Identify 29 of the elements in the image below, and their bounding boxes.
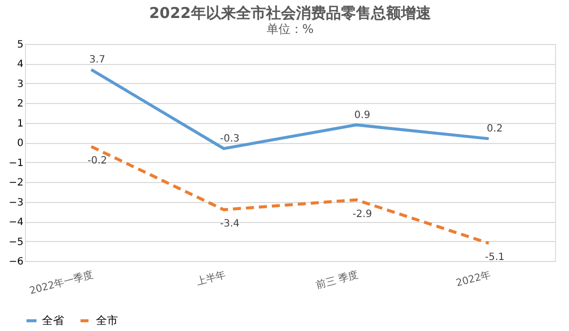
- data-label: 0.2: [486, 124, 503, 135]
- y-tick-label: 4: [17, 59, 24, 70]
- y-tick-label: 2: [17, 98, 24, 110]
- chart-title: 2022年以来全市社会消费品零售总额增速: [149, 4, 432, 22]
- data-label: -0.3: [220, 134, 240, 145]
- y-tick-label: 0: [17, 138, 24, 150]
- data-label: -5.1: [484, 252, 505, 264]
- legend-label: 全市: [96, 314, 118, 327]
- legend-label: 全省: [42, 314, 64, 327]
- data-label: 3.7: [89, 54, 106, 66]
- data-label: -0.2: [87, 156, 108, 167]
- y-tick-label: −4: [8, 217, 24, 228]
- y-tick-label: 3: [17, 78, 24, 90]
- y-tick-label: −2: [8, 178, 24, 189]
- y-tick-label: −6: [8, 256, 24, 268]
- y-tick-label: 5: [17, 40, 24, 50]
- y-tick-label: 1: [17, 118, 24, 130]
- x-tick-label: 上半年: [195, 268, 228, 288]
- line-series: [90, 145, 490, 245]
- y-tick-label: −1: [8, 158, 24, 169]
- data-label: -2.9: [352, 208, 372, 220]
- chart-subtitle: 单位：%: [266, 22, 314, 36]
- y-tick-label: −3: [8, 197, 24, 208]
- x-tick-label: 2022年一季度: [28, 268, 95, 298]
- data-label: 0.9: [354, 110, 370, 121]
- data-label: -3.4: [220, 218, 240, 230]
- x-tick-label: 2022年: [454, 268, 492, 290]
- y-tick-label: −5: [8, 236, 24, 248]
- x-tick-label: 前三 季度: [314, 268, 360, 292]
